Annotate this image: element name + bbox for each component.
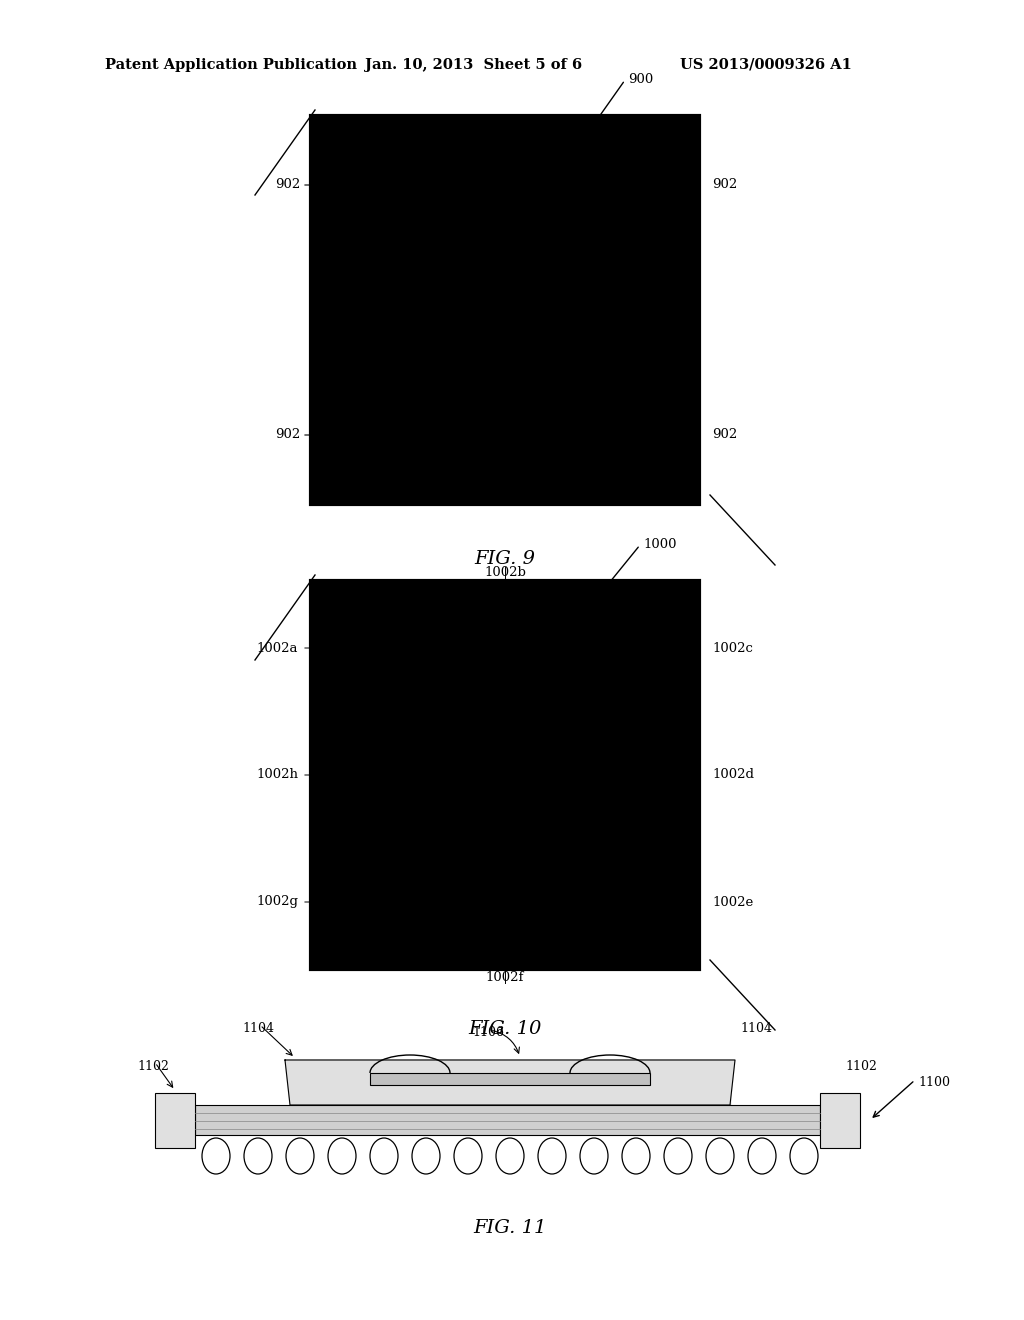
Bar <box>390 195 620 425</box>
Text: 1002a: 1002a <box>256 642 298 655</box>
Text: 1002d: 1002d <box>712 768 754 781</box>
Ellipse shape <box>496 1138 524 1173</box>
Bar <box>155 1093 195 1147</box>
Polygon shape <box>285 1060 735 1105</box>
Bar <box>490 587 519 962</box>
Text: 1106: 1106 <box>472 1026 504 1039</box>
Bar <box>310 115 700 506</box>
Bar <box>390 660 620 890</box>
Ellipse shape <box>412 1138 440 1173</box>
Text: 1104: 1104 <box>740 1022 772 1035</box>
Ellipse shape <box>706 1138 734 1173</box>
Text: 902: 902 <box>712 429 737 441</box>
Ellipse shape <box>454 1138 482 1173</box>
Text: 1002f: 1002f <box>485 972 524 983</box>
Polygon shape <box>620 579 700 970</box>
Bar <box>290 1060 730 1105</box>
Polygon shape <box>310 115 390 506</box>
Text: 1002e: 1002e <box>712 895 754 908</box>
Ellipse shape <box>790 1138 818 1173</box>
Ellipse shape <box>580 1138 608 1173</box>
Polygon shape <box>620 115 700 506</box>
Ellipse shape <box>370 1138 398 1173</box>
Ellipse shape <box>202 1138 230 1173</box>
Ellipse shape <box>538 1138 566 1173</box>
Text: 1002c: 1002c <box>712 642 753 655</box>
Bar <box>310 579 700 970</box>
Ellipse shape <box>244 1138 272 1173</box>
Text: FIG. 9: FIG. 9 <box>474 550 536 568</box>
Text: 1100: 1100 <box>918 1076 950 1089</box>
Ellipse shape <box>748 1138 776 1173</box>
Text: 1104: 1104 <box>242 1022 274 1035</box>
Bar <box>310 115 700 506</box>
Text: US 2013/0009326 A1: US 2013/0009326 A1 <box>680 58 852 73</box>
Text: 1002g: 1002g <box>256 895 298 908</box>
Ellipse shape <box>328 1138 356 1173</box>
Text: 902: 902 <box>274 178 300 191</box>
Text: Jan. 10, 2013  Sheet 5 of 6: Jan. 10, 2013 Sheet 5 of 6 <box>365 58 582 73</box>
Text: FIG. 10: FIG. 10 <box>468 1020 542 1038</box>
Polygon shape <box>310 579 390 970</box>
Text: 900: 900 <box>628 73 653 86</box>
Bar <box>820 1093 860 1147</box>
Text: 1102: 1102 <box>137 1060 169 1072</box>
Ellipse shape <box>622 1138 650 1173</box>
Text: 1002b: 1002b <box>484 566 526 579</box>
Bar <box>370 1073 650 1085</box>
Text: Patent Application Publication: Patent Application Publication <box>105 58 357 73</box>
Bar <box>195 1105 820 1135</box>
Bar <box>310 579 700 970</box>
Text: 1000: 1000 <box>643 539 677 550</box>
Bar <box>318 762 692 789</box>
Polygon shape <box>310 425 700 506</box>
Text: 902: 902 <box>274 429 300 441</box>
Ellipse shape <box>286 1138 314 1173</box>
Polygon shape <box>310 115 700 195</box>
Text: 902: 902 <box>712 178 737 191</box>
Polygon shape <box>310 579 700 660</box>
Polygon shape <box>310 890 700 970</box>
Ellipse shape <box>664 1138 692 1173</box>
Text: 1002h: 1002h <box>256 768 298 781</box>
Text: FIG. 11: FIG. 11 <box>473 1218 547 1237</box>
Text: 1102: 1102 <box>845 1060 877 1072</box>
